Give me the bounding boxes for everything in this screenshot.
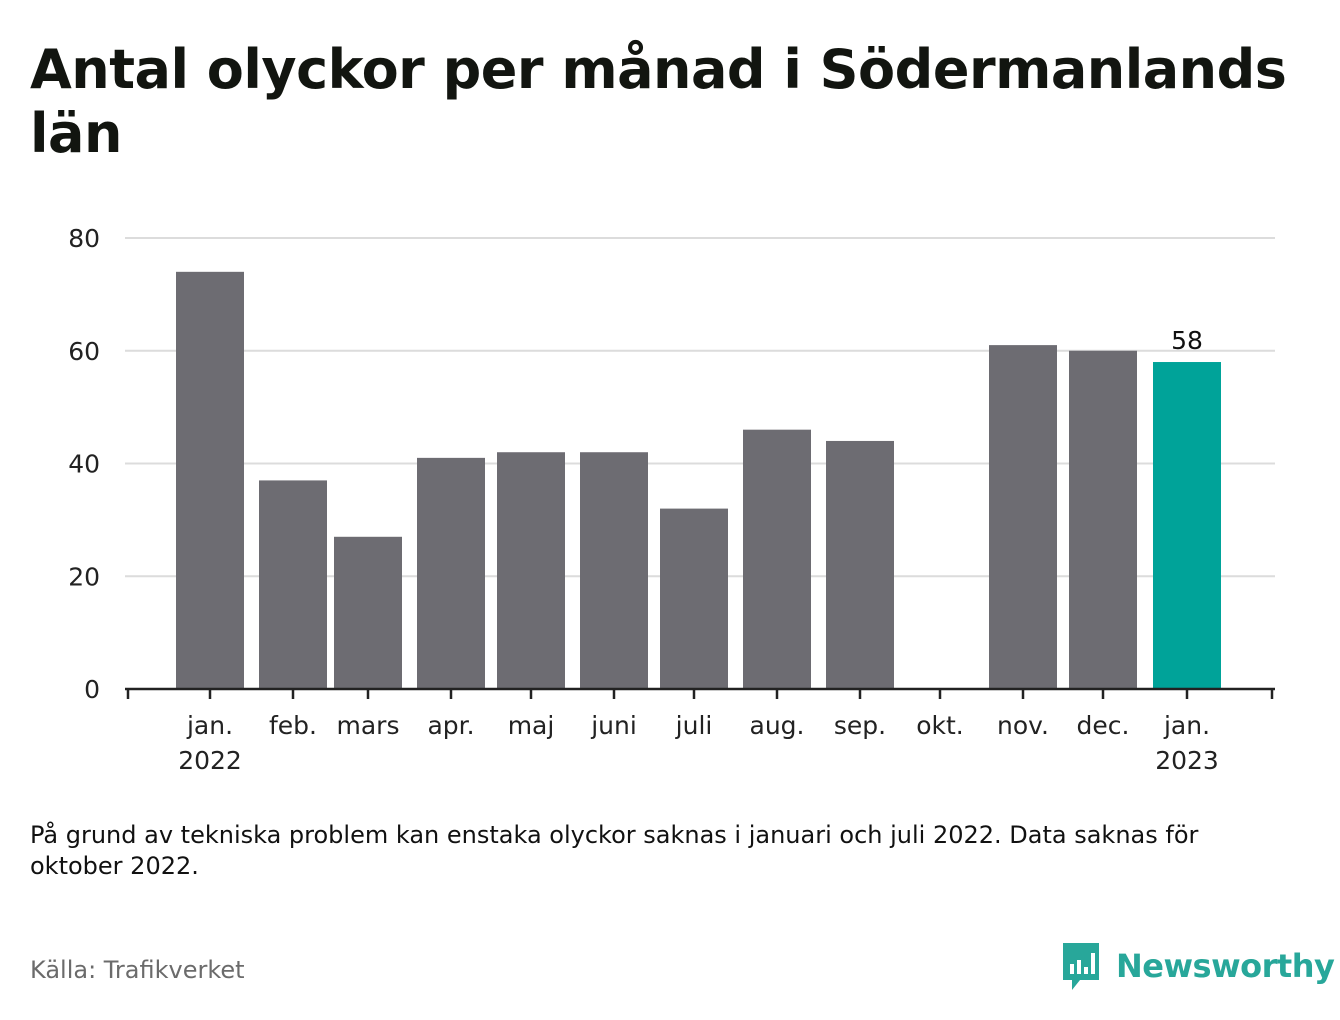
x-tick-label: 2023 (1155, 746, 1219, 775)
bar (176, 271, 244, 689)
x-tick-label: maj (508, 711, 555, 740)
bar-chart: 0 20 40 60 80 jan. 2022 feb. mars apr. maj juni juli… (68, 224, 1275, 775)
chart-footnote: På grund av tekniska problem kan enstaka… (30, 821, 1199, 880)
x-tick-label: dec. (1077, 711, 1130, 740)
bar (497, 452, 565, 689)
y-tick-label: 80 (68, 224, 100, 253)
brand-name: Newsworthy (1116, 947, 1335, 985)
y-tick-label: 40 (68, 450, 100, 479)
bar (743, 429, 811, 689)
x-tick-label: juli (675, 711, 713, 740)
newsworthy-logo-icon (1063, 943, 1099, 990)
x-tick-label: mars (337, 711, 400, 740)
bar (417, 457, 485, 689)
x-tick-label: okt. (916, 711, 964, 740)
x-tick-label: juni (590, 711, 637, 740)
x-tick-label: apr. (427, 711, 474, 740)
chart-title: Antal olyckor per månad i Södermanlands … (30, 38, 1287, 165)
y-tick-label: 0 (84, 675, 100, 704)
bar (259, 480, 327, 689)
x-tick-label: feb. (269, 711, 317, 740)
source-label: Källa: Trafikverket (30, 956, 245, 984)
x-tick-label: jan. (186, 711, 233, 740)
y-tick-label: 20 (68, 562, 100, 591)
x-tick-label: nov. (997, 711, 1049, 740)
x-tick-label: sep. (834, 711, 886, 740)
x-tick-label: jan. (1163, 711, 1210, 740)
bar (989, 345, 1057, 689)
y-tick-label: 60 (68, 337, 100, 366)
bar (826, 440, 894, 689)
x-tick-label: 2022 (178, 746, 242, 775)
data-label: 58 (1171, 326, 1203, 355)
bar (580, 452, 648, 689)
newsworthy-logo: Newsworthy (1060, 940, 1335, 992)
bar-highlighted (1153, 362, 1221, 689)
bar (1069, 350, 1137, 689)
bar (660, 508, 728, 689)
bar (334, 536, 402, 689)
x-tick-label: aug. (750, 711, 805, 740)
